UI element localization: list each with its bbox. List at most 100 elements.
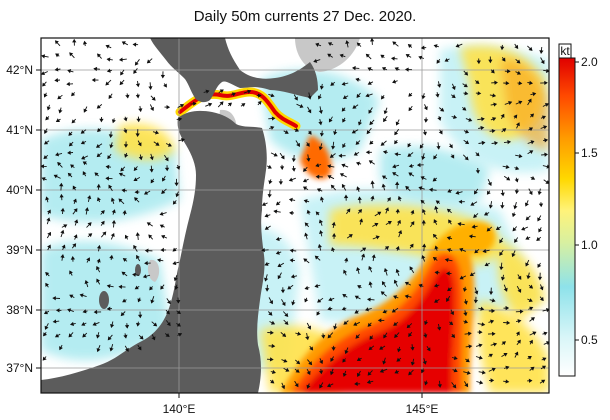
current-arrowhead (408, 332, 412, 338)
current-arrowhead (541, 115, 546, 120)
current-arrowhead (343, 194, 349, 199)
current-arrowhead (362, 247, 367, 252)
current-arrowhead (482, 248, 487, 254)
current-arrowhead (351, 129, 356, 134)
current-arrowhead (544, 152, 548, 157)
current-arrowhead (395, 208, 400, 213)
current-arrowhead (289, 258, 294, 263)
current-arrowhead (164, 167, 170, 172)
current-arrowhead (344, 349, 349, 355)
current-arrowhead (338, 153, 343, 158)
current-arrowhead (538, 228, 543, 233)
current-arrowhead (369, 140, 374, 145)
current-arrowhead (528, 46, 533, 51)
current-arrowhead (270, 379, 275, 384)
current-arrowhead (327, 175, 332, 179)
current-arrowhead (331, 221, 336, 226)
current-arrowhead (433, 283, 438, 288)
current-arrowhead (440, 107, 445, 112)
current-arrowhead (270, 125, 275, 130)
current-arrowhead (475, 152, 480, 157)
current-arrowhead (290, 274, 295, 279)
current-arrowhead (134, 189, 139, 195)
current-arrowhead (106, 284, 111, 289)
current-arrowhead (219, 101, 224, 106)
current-arrowhead (354, 295, 359, 300)
current-arrowhead (105, 44, 110, 49)
current-arrowhead (381, 66, 387, 71)
current-arrowhead (330, 81, 335, 86)
current-arrowhead (132, 272, 136, 277)
current-arrowhead (511, 213, 517, 218)
current-arrowhead (71, 92, 76, 97)
current-arrowhead (379, 368, 384, 373)
current-arrowhead (455, 43, 460, 48)
current-arrowhead (470, 201, 475, 206)
current-arrowhead (296, 360, 301, 365)
current-arrowhead (269, 300, 273, 305)
current-arrowhead (451, 333, 456, 338)
current-arrowhead (418, 55, 423, 60)
current-arrowhead (316, 311, 321, 316)
current-arrowhead (84, 207, 89, 211)
current-arrowhead (506, 176, 511, 181)
current-arrowhead (327, 306, 332, 311)
current-arrowhead (486, 227, 491, 232)
current-arrowhead (481, 116, 485, 122)
current-arrowhead (463, 312, 468, 317)
current-arrowhead (261, 202, 267, 206)
island (99, 291, 109, 309)
current-arrowhead (137, 314, 143, 319)
current-arrowhead (306, 157, 311, 162)
current-arrowhead (422, 208, 426, 214)
current-arrowhead (96, 266, 100, 271)
current-arrowhead (109, 144, 114, 149)
current-arrowhead (464, 156, 469, 161)
current-arrowhead (541, 379, 546, 384)
current-arrowhead (500, 276, 506, 281)
current-arrowhead (123, 117, 128, 122)
current-arrowhead (270, 93, 275, 98)
current-arrowhead (444, 57, 449, 62)
current-arrowhead (52, 319, 57, 324)
current-arrowhead (367, 81, 372, 85)
current-arrowhead (435, 200, 440, 205)
current-arrowhead (313, 58, 318, 63)
current-arrowhead (528, 190, 533, 196)
current-arrowhead (448, 144, 453, 149)
current-arrowhead (176, 165, 181, 170)
current-arrowhead (529, 80, 533, 86)
current-arrowhead (53, 174, 58, 179)
current-arrowhead (55, 308, 60, 313)
current-arrowhead (398, 229, 403, 235)
current-arrowhead (541, 365, 547, 370)
current-arrowhead (537, 276, 543, 281)
current-arrowhead (46, 217, 51, 222)
lat-label: 40°N (6, 183, 33, 197)
current-arrowhead (267, 193, 272, 198)
current-arrowhead (306, 209, 311, 214)
current-arrowhead (178, 117, 183, 122)
current-arrowhead (423, 106, 428, 111)
current-arrowhead (468, 117, 473, 122)
current-arrowhead (148, 86, 153, 90)
current-arrowhead (464, 91, 469, 96)
current-arrowhead (161, 190, 166, 195)
current-arrowhead (135, 322, 141, 327)
current-arrowhead (309, 346, 314, 351)
current-arrowhead (166, 321, 171, 327)
current-arrowhead (394, 369, 399, 374)
current-arrowhead (433, 44, 438, 49)
current-arrowhead (173, 277, 178, 282)
current-arrowhead (434, 245, 439, 250)
current-arrowhead (393, 279, 398, 284)
current-arrowhead (463, 83, 468, 88)
current-arrowhead (331, 247, 336, 252)
current-arrowhead (124, 153, 129, 158)
current-arrowhead (72, 243, 77, 248)
current-arrowhead (303, 167, 308, 172)
current-arrowhead (149, 286, 154, 291)
current-arrowhead (382, 309, 387, 314)
current-arrowhead (368, 160, 373, 164)
current-arrowhead (319, 196, 325, 201)
